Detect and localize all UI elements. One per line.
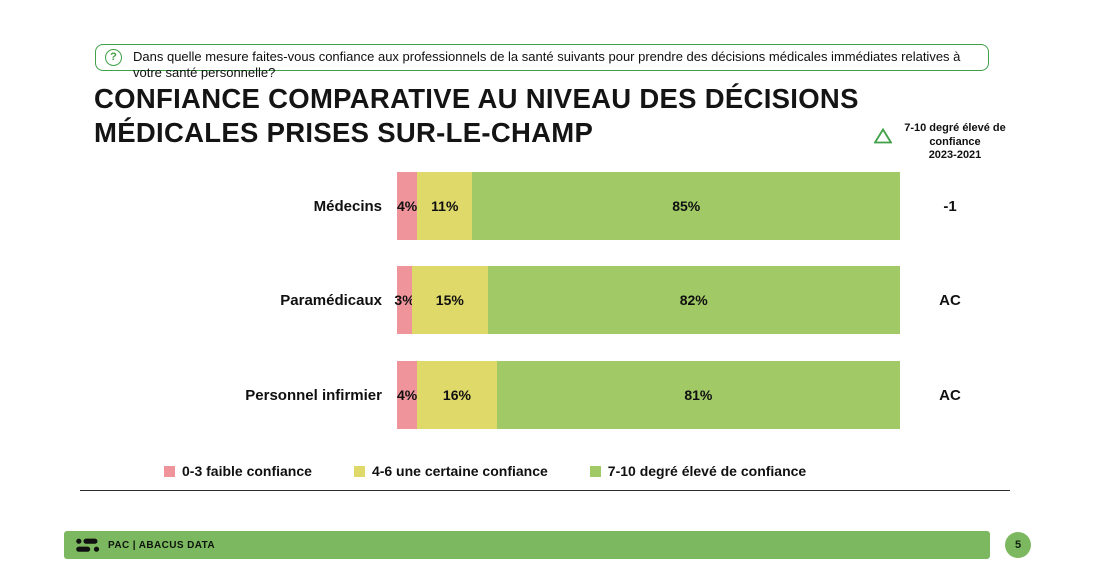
pac-abacus-logo-icon [76,538,100,553]
chart-row: Médecins 4% 11% 85% -1 [0,172,1097,240]
legend-label: 4-6 une certaine confiance [371,463,548,479]
legend-item-low-confidence: 0-3 faible confiance [164,463,312,479]
question-mark-icon: ? [105,49,122,66]
bar-segment-high-confidence: 82% [487,266,900,334]
bar-segment-some-confidence: 15% [412,266,488,334]
delta-value: AC [939,386,961,404]
segment-value-label: 82% [679,292,708,308]
segment-value-label: 16% [442,387,471,403]
question-box: ? Dans quelle mesure faites-vous confian… [95,44,989,80]
category-label: Personnel infirmier [245,386,382,404]
brand-text: PAC | ABACUS DATA [108,539,216,551]
segment-value-label: 4% [396,198,418,214]
delta-header-line2: confiance [929,135,981,148]
delta-header-line1: 7-10 degré élevé de [904,122,1006,134]
bar-segment-low-confidence: 4% [397,172,417,240]
bar-segment-some-confidence: 16% [417,361,497,429]
chart-row: Personnel infirmier 4% 16% 81% AC [0,361,1097,429]
stacked-bar: 4% 16% 81% [397,361,900,429]
delta-header-text: 7-10 degré élevé de confiance 2023-2021 [892,122,1018,163]
delta-triangle-icon [873,127,893,149]
legend-swatch-mid-icon [353,465,365,477]
segment-value-label: 3% [394,292,415,308]
chart-legend: 0-3 faible confiance 4-6 une certaine co… [164,463,806,479]
segment-value-label: 4% [396,387,418,403]
question-text: Dans quelle mesure faites-vous confiance… [133,49,961,80]
bar-segment-low-confidence: 3% [394,266,415,334]
chart-row: Paramédicaux 3% 15% 82% AC [0,266,1097,334]
legend-swatch-high-icon [589,465,601,477]
page-title: CONFIANCE COMPARATIVE AU NIVEAU DES DÉCI… [94,83,859,148]
category-label: Paramédicaux [280,291,382,309]
segment-value-label: 15% [435,292,464,308]
delta-header-line3: 2023-2021 [928,149,982,161]
legend-label: 7-10 degré élevé de confiance [607,463,807,479]
footer-divider [80,490,1010,491]
segment-value-label: 85% [672,198,701,214]
segment-value-label: 11% [431,198,459,214]
legend-swatch-low-icon [164,465,175,477]
stacked-bar: 3% 15% 82% [394,266,900,334]
category-label: Médecins [313,197,382,215]
bar-segment-low-confidence: 4% [397,361,417,429]
footer-bar: PAC | ABACUS DATA [64,531,990,559]
bar-segment-some-confidence: 11% [417,172,473,240]
bar-segment-high-confidence: 85% [472,172,900,240]
bar-segment-high-confidence: 81% [496,361,900,429]
page-number-badge: 5 [1005,532,1031,558]
legend-item-some-confidence: 4-6 une certaine confiance [353,463,548,479]
delta-value: -1 [943,197,957,215]
legend-label: 0-3 faible confiance [182,463,312,479]
delta-change-header: 7-10 degré élevé de confiance 2023-2021 [872,122,1018,163]
legend-item-high-confidence: 7-10 degré élevé de confiance [589,463,807,479]
stacked-bar: 4% 11% 85% [397,172,900,240]
delta-value: AC [939,291,961,309]
segment-value-label: 81% [684,387,713,403]
